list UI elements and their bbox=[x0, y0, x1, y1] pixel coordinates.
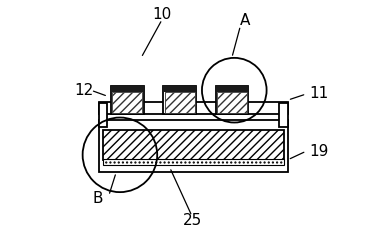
Bar bbox=[99, 102, 107, 128]
Bar bbox=[163, 86, 196, 114]
Text: B: B bbox=[93, 191, 103, 206]
Bar bbox=[111, 86, 144, 92]
Bar bbox=[217, 92, 247, 112]
Text: A: A bbox=[240, 13, 251, 28]
Text: 10: 10 bbox=[152, 7, 172, 22]
Bar bbox=[99, 120, 288, 172]
Bar bbox=[279, 102, 288, 128]
Bar bbox=[216, 86, 248, 92]
Bar bbox=[111, 86, 144, 114]
Bar bbox=[99, 102, 288, 114]
Text: 25: 25 bbox=[182, 213, 202, 228]
Bar bbox=[103, 130, 284, 160]
Text: 12: 12 bbox=[75, 83, 94, 98]
Bar bbox=[103, 159, 284, 165]
Text: 11: 11 bbox=[309, 86, 329, 102]
Bar bbox=[165, 92, 194, 112]
Bar bbox=[216, 86, 248, 114]
Bar bbox=[112, 92, 142, 112]
Text: 19: 19 bbox=[309, 144, 329, 158]
Bar bbox=[163, 86, 196, 92]
